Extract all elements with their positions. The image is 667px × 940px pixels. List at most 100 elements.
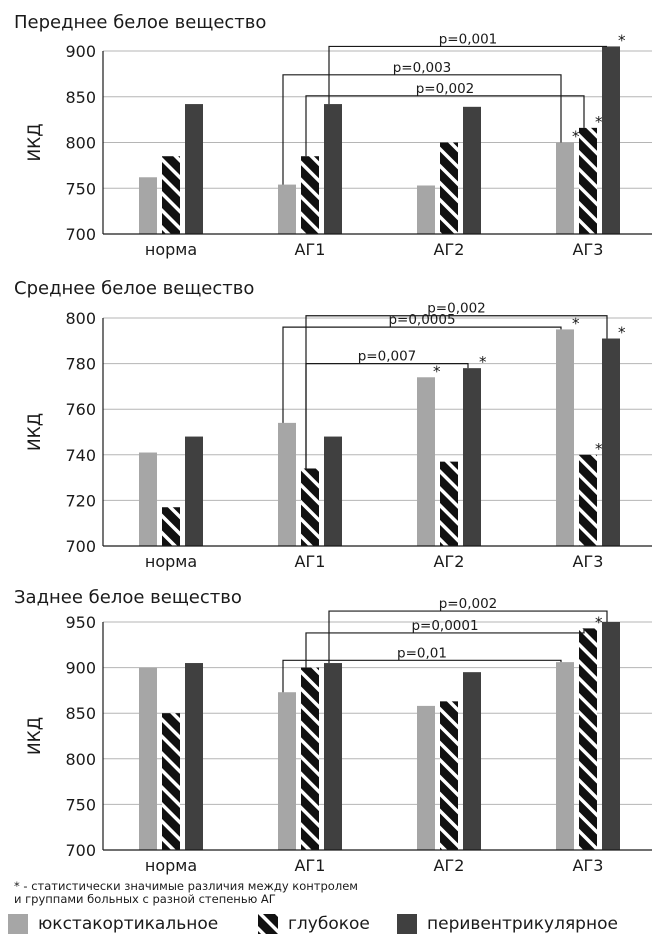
y-tick-label: 800 [65, 750, 96, 769]
p-value-label: p=0,01 [397, 645, 447, 661]
x-tick-label: норма [145, 240, 197, 259]
chart-panel-1: Переднее белое вещество ИКД 700 750 800 850 90… [14, 12, 652, 259]
bar-periventricular [602, 622, 620, 850]
significance-bracket [282, 74, 562, 185]
bar-juxtacortical [139, 177, 157, 234]
footnote-line-1: * - статистически значимые различия межд… [14, 879, 358, 893]
y-tick-label: 780 [65, 355, 96, 374]
x-tick-label: АГ3 [573, 240, 604, 259]
chart-title: Заднее белое вещество [14, 587, 242, 608]
y-tick-label: 750 [65, 179, 96, 198]
y-axis-label: ИКД [25, 123, 45, 161]
x-tick-label: АГ1 [295, 552, 326, 571]
significance-star: * [572, 128, 580, 146]
footnote-line-2: и группами больных с разной степенью АГ [14, 892, 276, 906]
x-tick-label: АГ2 [434, 856, 465, 875]
x-tick-label: АГ2 [434, 240, 465, 259]
bar-juxtacortical [139, 667, 157, 850]
significance-bracket [328, 610, 608, 664]
p-value-label: p=0,001 [439, 31, 498, 47]
significance-star: * [618, 324, 626, 342]
y-tick-label: 700 [65, 225, 96, 244]
significance-bracket [305, 363, 469, 469]
y-tick-label: 750 [65, 795, 96, 814]
p-value-label: p=0,002 [416, 81, 475, 97]
bar-periventricular [602, 46, 620, 234]
legend: юкстакортикальное глубокое перивентрикул… [0, 914, 667, 938]
bar-deep [162, 713, 180, 850]
bar-periventricular [324, 663, 342, 850]
significance-star: * [572, 314, 580, 332]
significance-star: * [595, 613, 603, 631]
chart-title: Переднее белое вещество [14, 12, 266, 33]
chart-panel-3: Заднее белое вещество ИКД 700 750 800 850 900 9… [14, 587, 652, 875]
legend-item-periventricular: перивентрикулярное [397, 914, 618, 934]
bar-periventricular [602, 338, 620, 546]
bar-juxtacortical [556, 662, 574, 850]
bar-deep [301, 468, 319, 546]
bar-juxtacortical [556, 142, 574, 234]
bar-periventricular [324, 104, 342, 234]
legend-swatch-deep [258, 914, 278, 934]
p-value-label: p=0,007 [358, 349, 417, 365]
y-tick-label: 950 [65, 613, 96, 632]
significance-star: * [618, 31, 626, 49]
bar-periventricular [185, 436, 203, 546]
significance-bracket [282, 659, 562, 693]
bar-periventricular [185, 104, 203, 234]
bar-juxtacortical [417, 377, 435, 546]
y-tick-label: 800 [65, 134, 96, 153]
significance-star: * [479, 353, 487, 371]
bar-juxtacortical [139, 452, 157, 546]
y-tick-label: 900 [65, 659, 96, 678]
y-tick-label: 800 [65, 309, 96, 328]
chart-panel-2: Среднее белое вещество ИКД 700 720 740 760 780… [14, 278, 652, 571]
p-value-label: p=0,002 [427, 301, 486, 317]
legend-swatch-periventricular [397, 914, 417, 934]
bar-juxtacortical [417, 185, 435, 234]
y-axis-label: ИКД [25, 413, 45, 451]
bar-deep [301, 667, 319, 850]
bar-deep [579, 454, 597, 546]
x-tick-label: АГ1 [295, 240, 326, 259]
y-tick-label: 850 [65, 704, 96, 723]
bar-juxtacortical [417, 705, 435, 850]
footnote: * - статистически значимые различия межд… [14, 880, 358, 906]
p-value-label: p=0,0005 [388, 312, 455, 328]
bar-juxtacortical [278, 422, 296, 546]
x-tick-label: АГ3 [573, 552, 604, 571]
bar-periventricular [185, 663, 203, 850]
y-tick-label: 700 [65, 841, 96, 860]
bar-deep [301, 156, 319, 234]
y-tick-label: 900 [65, 42, 96, 61]
y-tick-label: 700 [65, 537, 96, 556]
significance-bracket [305, 628, 585, 668]
bar-deep [162, 507, 180, 546]
p-value-label: p=0,002 [439, 596, 498, 612]
y-tick-label: 720 [65, 491, 96, 510]
bar-deep [162, 156, 180, 234]
bar-juxtacortical [556, 329, 574, 546]
chart-title: Среднее белое вещество [14, 278, 254, 299]
p-value-label: p=0,003 [393, 60, 452, 76]
legend-swatch-juxtacortical [8, 914, 28, 934]
bar-deep [579, 127, 597, 234]
p-value-label: p=0,0001 [411, 618, 478, 634]
bar-juxtacortical [278, 692, 296, 850]
legend-item-deep: глубокое [258, 914, 370, 934]
significance-bracket [282, 326, 562, 423]
y-tick-label: 760 [65, 400, 96, 419]
bar-periventricular [324, 436, 342, 546]
bar-periventricular [463, 106, 481, 234]
x-tick-label: АГ1 [295, 856, 326, 875]
bar-deep [440, 142, 458, 234]
significance-bracket [328, 45, 607, 105]
x-tick-label: норма [145, 552, 197, 571]
legend-label-periventricular: перивентрикулярное [427, 914, 618, 934]
bar-deep [579, 628, 597, 850]
legend-label-juxtacortical: юкстакортикальное [38, 914, 219, 934]
y-tick-label: 740 [65, 446, 96, 465]
bar-deep [440, 701, 458, 850]
bar-periventricular [463, 368, 481, 546]
